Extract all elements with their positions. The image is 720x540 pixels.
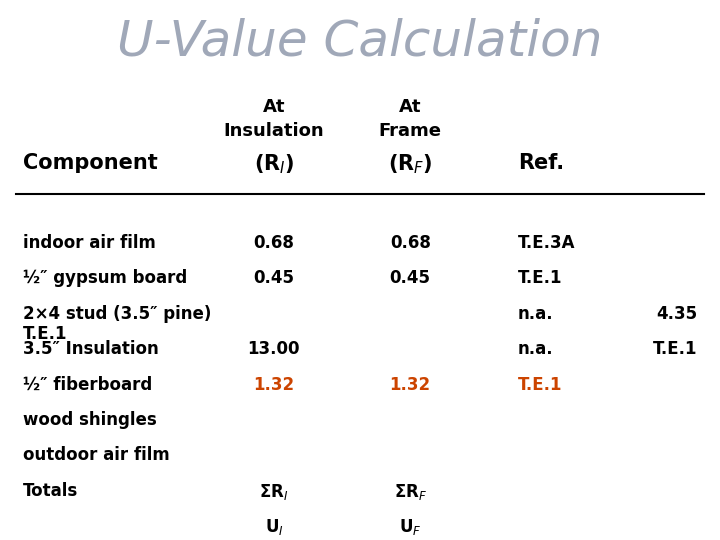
Text: ΣR$_F$: ΣR$_F$: [394, 482, 427, 502]
Text: Ref.: Ref.: [518, 153, 564, 173]
Text: n.a.: n.a.: [518, 340, 554, 358]
Text: (R$_F$): (R$_F$): [388, 153, 433, 176]
Text: wood shingles: wood shingles: [23, 411, 157, 429]
Text: n.a.: n.a.: [518, 305, 554, 322]
Text: At: At: [263, 98, 285, 116]
Text: 2×4 stud (3.5″ pine)
T.E.1: 2×4 stud (3.5″ pine) T.E.1: [23, 305, 211, 343]
Text: T.E.1: T.E.1: [518, 375, 562, 394]
Text: 0.68: 0.68: [253, 234, 294, 252]
Text: ½″ fiberboard: ½″ fiberboard: [23, 375, 152, 394]
Text: 3.5″ Insulation: 3.5″ Insulation: [23, 340, 158, 358]
Text: (R$_I$): (R$_I$): [253, 153, 294, 176]
Text: 0.68: 0.68: [390, 234, 431, 252]
Text: 0.45: 0.45: [390, 269, 431, 287]
Text: 0.45: 0.45: [253, 269, 294, 287]
Text: Totals: Totals: [23, 482, 78, 500]
Text: outdoor air film: outdoor air film: [23, 447, 170, 464]
Text: ½″ gypsum board: ½″ gypsum board: [23, 269, 187, 287]
Text: T.E.3A: T.E.3A: [518, 234, 575, 252]
Text: 1.32: 1.32: [253, 375, 294, 394]
Text: U$_I$: U$_I$: [264, 517, 284, 537]
Text: Frame: Frame: [379, 123, 441, 140]
Text: Component: Component: [23, 153, 158, 173]
Text: T.E.1: T.E.1: [652, 340, 697, 358]
Text: 4.35: 4.35: [656, 305, 697, 322]
Text: indoor air film: indoor air film: [23, 234, 156, 252]
Text: ΣR$_I$: ΣR$_I$: [259, 482, 289, 502]
Text: T.E.1: T.E.1: [518, 269, 562, 287]
Text: Insulation: Insulation: [224, 123, 324, 140]
Text: At: At: [399, 98, 421, 116]
Text: U$_F$: U$_F$: [399, 517, 421, 537]
Text: U-Value Calculation: U-Value Calculation: [117, 17, 603, 65]
Text: 1.32: 1.32: [390, 375, 431, 394]
Text: 13.00: 13.00: [248, 340, 300, 358]
